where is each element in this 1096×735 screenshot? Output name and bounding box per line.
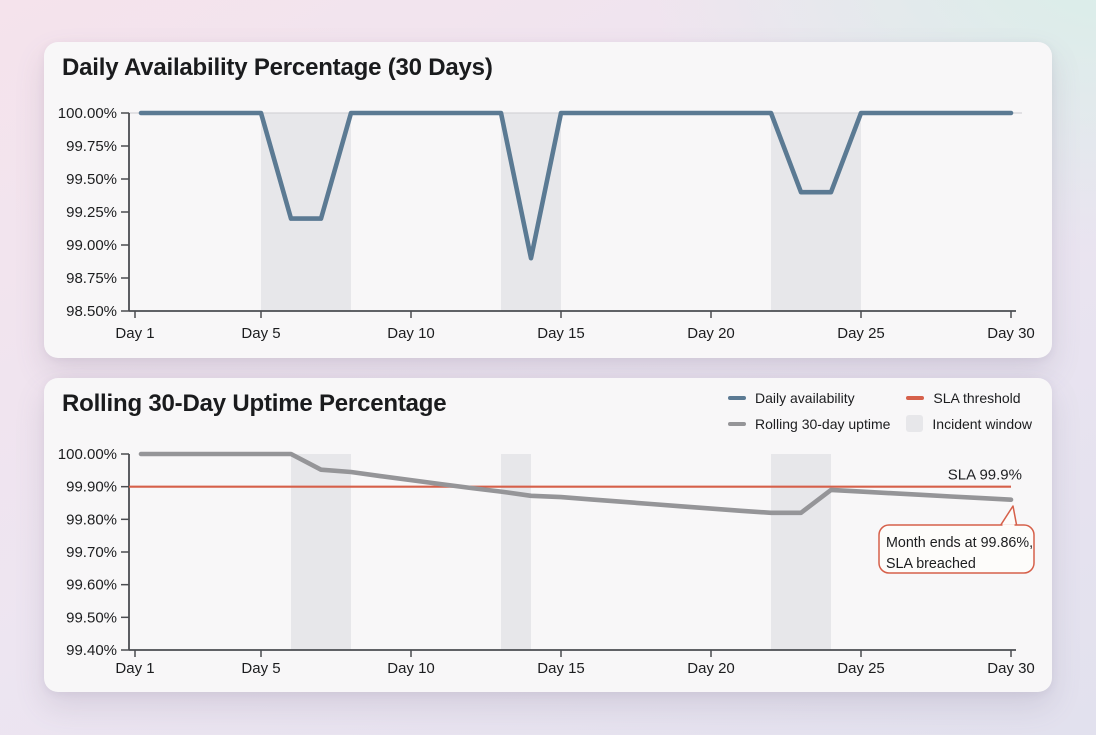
- y-tick-label: 99.25%: [66, 204, 117, 221]
- daily-availability-card: 100.00% 99.75% 99.50% 99.25% 99.00% 98.75% 98.…: [44, 42, 1052, 358]
- x-tick-label: Day 30: [987, 660, 1035, 677]
- incident-window-region: [771, 113, 861, 311]
- legend-item-rolling-30-day-uptime: Rolling 30-day uptime: [728, 415, 890, 432]
- daily-chart-title: Daily Availability Percentage (30 Days): [62, 54, 493, 81]
- legend-label: Rolling 30-day uptime: [755, 415, 891, 432]
- daily-availability-chart: 100.00% 99.75% 99.50% 99.25% 99.00% 98.75% 98.…: [58, 105, 1035, 342]
- y-tick-label: 98.50%: [66, 303, 117, 320]
- legend-label: SLA threshold: [933, 390, 1021, 406]
- y-tick-label: 99.70%: [66, 544, 117, 561]
- y-tick-label: 99.00%: [66, 237, 117, 254]
- legend-label: Incident window: [932, 415, 1033, 432]
- incident-window-region: [771, 454, 831, 650]
- y-tick-label: 99.40%: [66, 642, 117, 659]
- legend-item-sla-threshold: SLA threshold: [906, 390, 1032, 406]
- x-tick-label: Day 25: [837, 660, 885, 677]
- x-tick-label: Day 20: [687, 325, 735, 342]
- x-tick-label: Day 5: [241, 325, 280, 342]
- x-tick-label: Day 25: [837, 325, 885, 342]
- rolling-uptime-chart: 100.00% 99.90% 99.80% 99.70% 99.60% 99.50% 99.…: [58, 446, 1035, 677]
- y-tick-label: 99.50%: [66, 171, 117, 188]
- x-tick-label: Day 10: [387, 325, 435, 342]
- x-tick-label: Day 10: [387, 660, 435, 677]
- legend-item-daily-availability: Daily availability: [728, 390, 890, 406]
- y-tick-label: 99.80%: [66, 511, 117, 528]
- callout-text-line: SLA breached: [886, 556, 976, 572]
- chart-legend: Daily availability Rolling 30-day uptime S…: [728, 390, 1032, 432]
- rolling-30-day-uptime-line: [138, 451, 1014, 516]
- incident-window-region: [501, 113, 561, 311]
- rolling-30-day-uptime-swatch-icon: [728, 421, 746, 426]
- y-tick-label: 98.75%: [66, 270, 117, 287]
- y-tick-label: 99.75%: [66, 138, 117, 155]
- incident-window-region: [501, 454, 531, 650]
- incident-window-swatch-icon: [906, 415, 924, 432]
- callout-box: [878, 524, 1035, 574]
- sla-label: SLA 99.9%: [948, 467, 1022, 484]
- rolling-chart-title: Rolling 30-Day Uptime Percentage: [62, 390, 447, 417]
- sla-threshold-swatch-icon: [906, 396, 925, 400]
- incident-window-region: [261, 113, 351, 311]
- legend-item-incident-window: Incident window: [906, 415, 1032, 432]
- callout-text-line: Month ends at 99.86%,: [886, 535, 1033, 551]
- y-tick-label: 100.00%: [58, 446, 117, 463]
- y-tick-label: 99.90%: [66, 479, 117, 496]
- x-tick-label: Day 30: [987, 325, 1035, 342]
- legend-label: Daily availability: [755, 390, 855, 406]
- x-tick-label: Day 15: [537, 325, 585, 342]
- callout-tail: [999, 505, 1018, 527]
- x-tick-label: Day 1: [115, 325, 154, 342]
- x-tick-label: Day 15: [537, 660, 585, 677]
- x-tick-label: Day 1: [115, 660, 154, 677]
- rolling-uptime-card: 100.00% 99.90% 99.80% 99.70% 99.60% 99.50% 99.…: [44, 378, 1052, 692]
- incident-window-region: [291, 454, 351, 650]
- y-tick-label: 99.50%: [66, 609, 117, 626]
- x-tick-label: Day 20: [687, 660, 735, 677]
- x-tick-label: Day 5: [241, 660, 280, 677]
- daily-availability-line: [138, 110, 1014, 261]
- y-tick-label: 99.60%: [66, 577, 117, 594]
- daily-availability-swatch-icon: [728, 396, 746, 400]
- y-tick-label: 100.00%: [58, 105, 117, 122]
